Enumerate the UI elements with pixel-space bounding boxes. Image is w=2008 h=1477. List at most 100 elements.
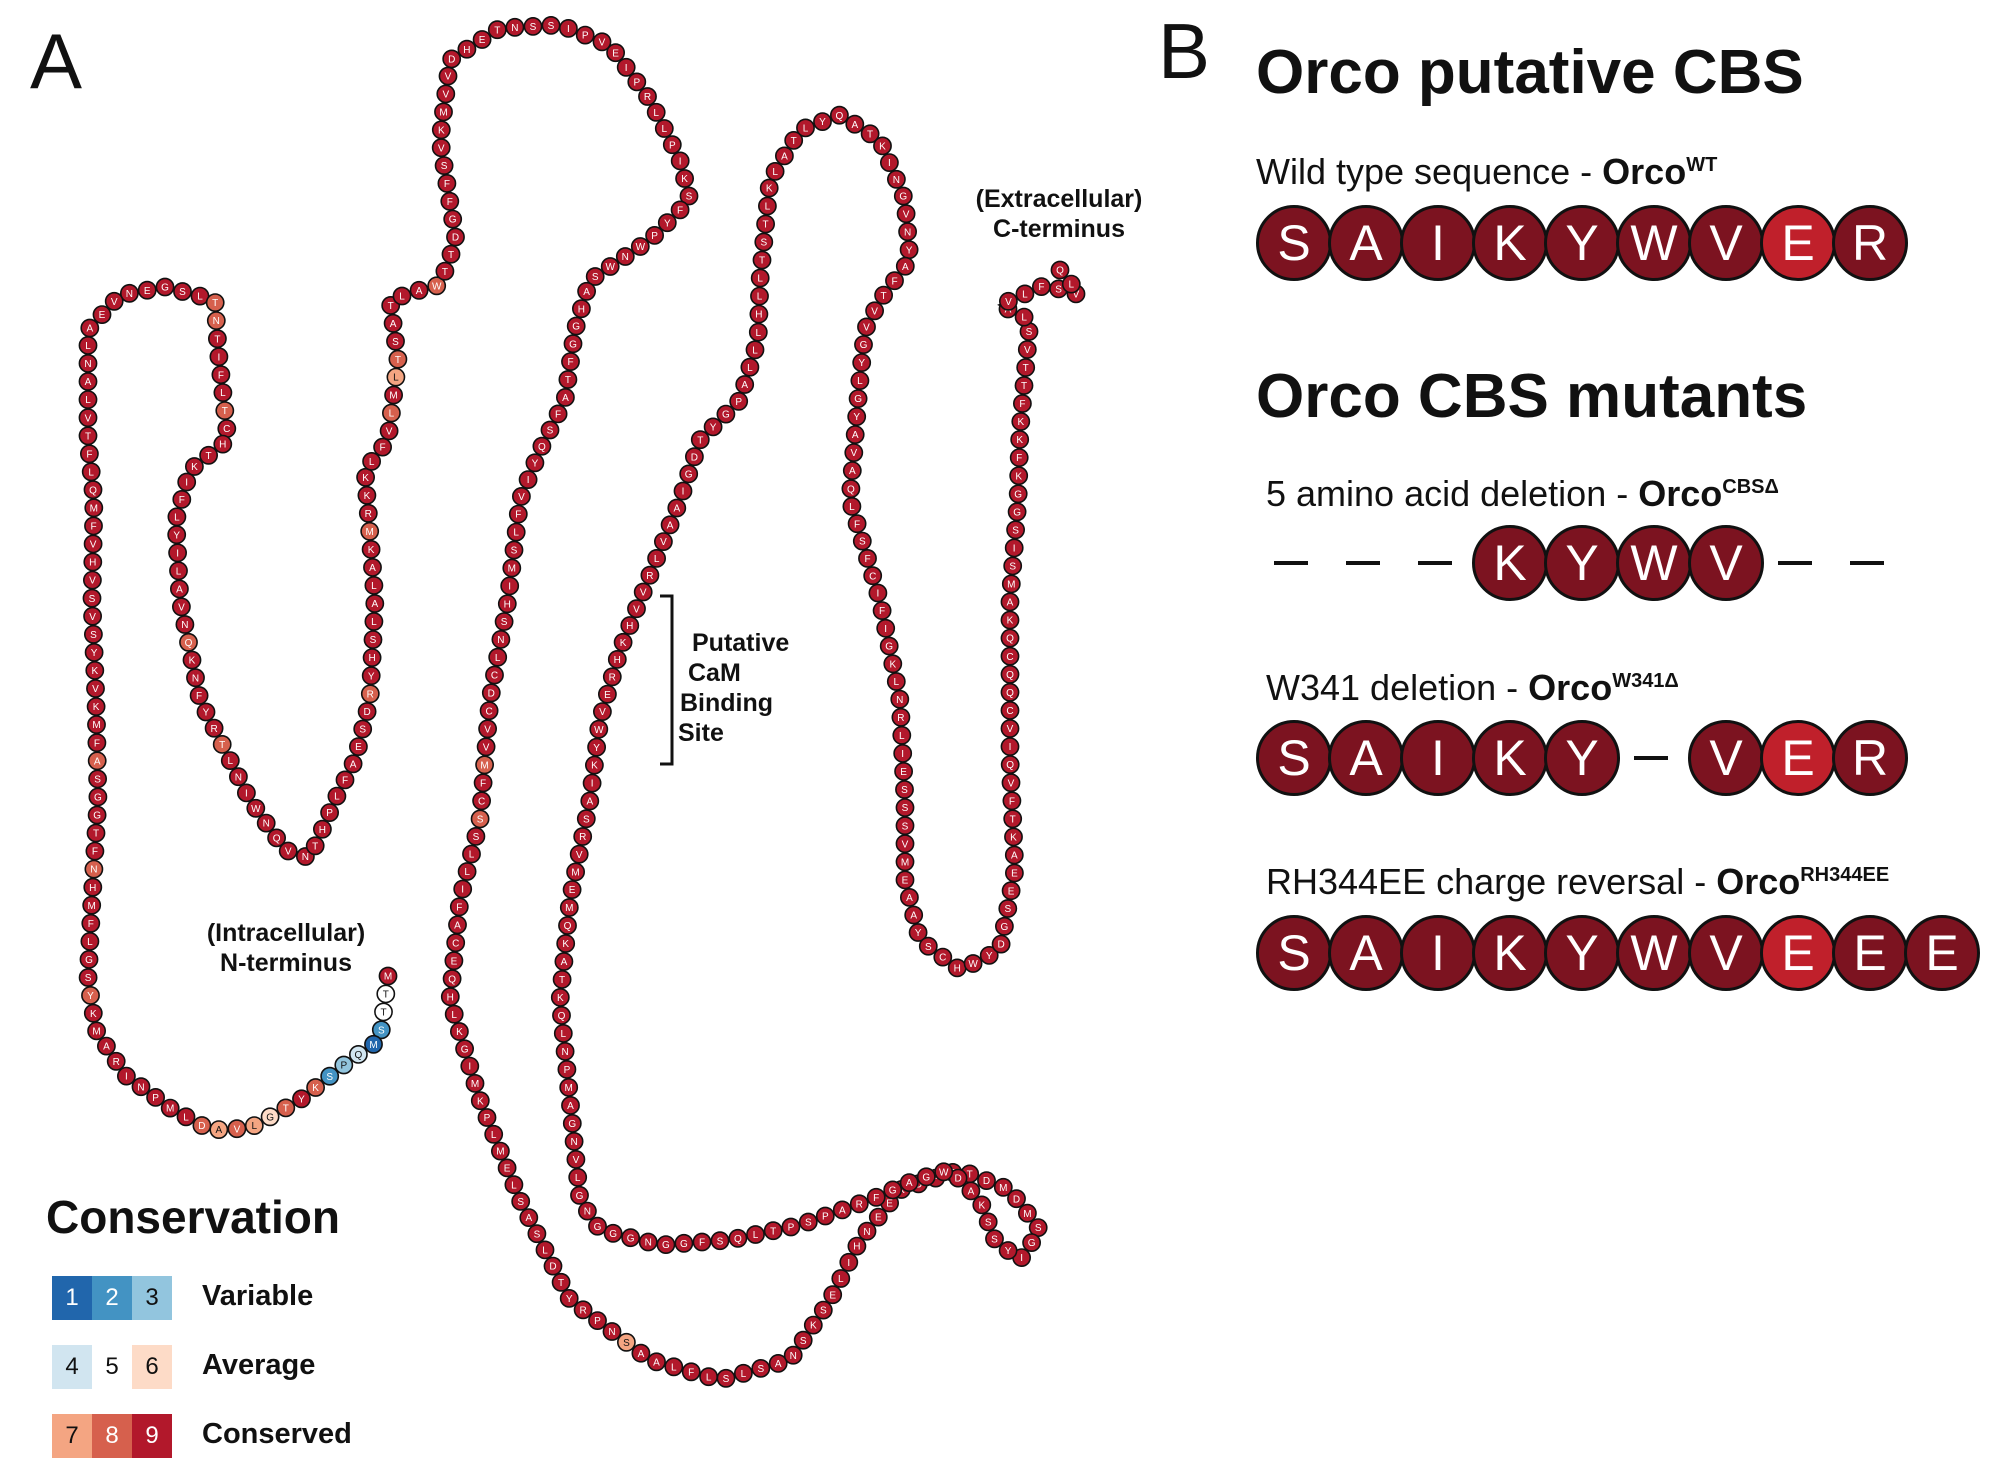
residue-circle: K [1011,412,1031,431]
residue-letter: Q [1006,688,1014,699]
residue-circle: L [386,367,406,387]
residue-circle: H [213,434,233,454]
residue-letter: Q [558,1011,566,1022]
residue-circle: D [1007,1189,1026,1209]
residue-circle: F [858,549,877,568]
residue-letter: C [491,671,498,682]
residue-letter: L [87,937,93,948]
residue-letter: M [384,972,392,983]
legend-cell-7: 7 [52,1414,92,1458]
residue-letter: F [864,554,870,565]
residue-letter: K [312,1083,319,1094]
residue-letter: V [599,707,606,718]
residue-letter: V [599,37,606,48]
residue-letter: T [383,990,389,1001]
residue-letter: L [464,867,470,878]
residue-circle: V [592,32,612,52]
residue-circle: N [638,1232,658,1252]
legend-title: Conservation [46,1191,340,1243]
residue-circle: L [646,102,666,122]
residue-circle: Y [979,946,999,965]
residue-circle: L [381,403,401,423]
m1-residue: K [1472,525,1548,601]
residue-circle: S [173,282,192,301]
residue-letter: W [636,242,646,253]
wt-title: Orco putative CBS [1256,38,1804,107]
residue-circle: Q [1000,664,1020,684]
residue-letter: S [1035,1223,1042,1234]
residue-letter: G [1001,922,1009,933]
deletion-gap [1418,561,1452,565]
m2-residue: Y [1544,720,1620,796]
residue-circle: N [564,1132,584,1151]
residue-circle: R [602,667,622,687]
residue-circle: T [388,349,408,369]
residue-letter: S [517,1197,524,1208]
residue-letter: M [92,1027,100,1038]
residue-letter: M [471,1079,479,1090]
residue-letter: F [447,197,453,208]
residue-letter: W [968,959,978,970]
residue-circle: S [1028,1218,1048,1238]
residue-circle: E [348,737,368,757]
residue-letter: A [910,911,917,922]
residue-circle: F [1032,277,1051,297]
residue-letter: P [932,1174,939,1185]
residue-letter: Y [532,458,539,469]
residue-circle: P [320,803,340,823]
residue-letter: K [978,1201,985,1212]
residue-letter: K [191,462,198,473]
residue-circle: I [893,744,913,763]
residue-circle: Q [1000,755,1020,775]
residue-circle: S [751,1359,771,1378]
residue-circle: L [568,1167,588,1187]
residue-circle: Q [532,436,552,456]
residue-letter: V [850,448,857,459]
legend-cell-8: 8 [92,1414,132,1458]
residue-circle: K [556,934,576,953]
m1-sup: CBSΔ [1722,476,1779,498]
residue-circle: K [550,988,570,1007]
residue-circle: M [559,1078,579,1097]
residue-circle: A [735,375,755,394]
residue-circle: N [131,1077,151,1097]
residue-letter: S [534,1229,541,1240]
residue-circle: N [175,615,195,634]
legend-cell-2: 2 [92,1276,132,1320]
residue-letter: N [584,1207,591,1218]
residue-circle: W [600,257,620,276]
residue-letter: A [86,324,93,335]
residue-letter: A [454,920,461,931]
residue-letter: P [484,1113,491,1124]
residue-circle: I [1012,1248,1032,1268]
residue-letter: G [685,470,693,481]
residue-circle: M [475,755,495,775]
residue-circle: N [84,859,104,879]
residue-circle: Y [525,453,545,473]
orco-topology-diagram: MTTSMQPSKYTGLVADLMPNIRAMKYSGLFMHNFTGGSAF… [78,15,1086,1388]
residue-letter: G [85,955,93,966]
residue-circle: V [896,204,916,224]
residue-letter: I [527,475,530,486]
residue-letter: N [302,852,309,863]
residue-circle: S [813,1300,833,1320]
residue-circle: G [621,1228,641,1248]
residue-circle: N [615,247,635,266]
residue-circle: M [465,1074,485,1093]
residue-letter: V [1007,724,1014,735]
m3-caption-text: RH344EE charge reversal - [1266,861,1717,902]
residue-letter: K [591,761,598,772]
residue-circle: A [80,318,100,338]
residue-letter: K [1015,471,1022,482]
residue-letter: I [245,789,248,800]
residue-circle: Q [841,479,861,499]
residue-letter: N [263,819,270,830]
residue-circle: G [716,404,736,424]
residue-letter: S [370,635,377,646]
residue-circle: S [998,899,1018,918]
residue-letter: K [766,184,773,195]
residue-letter: K [1017,417,1024,428]
residue-circle: G [883,1180,903,1200]
m1-caption: 5 amino acid deletion - OrcoCBSΔ [1266,476,1779,512]
residue-letter: M [565,903,573,914]
